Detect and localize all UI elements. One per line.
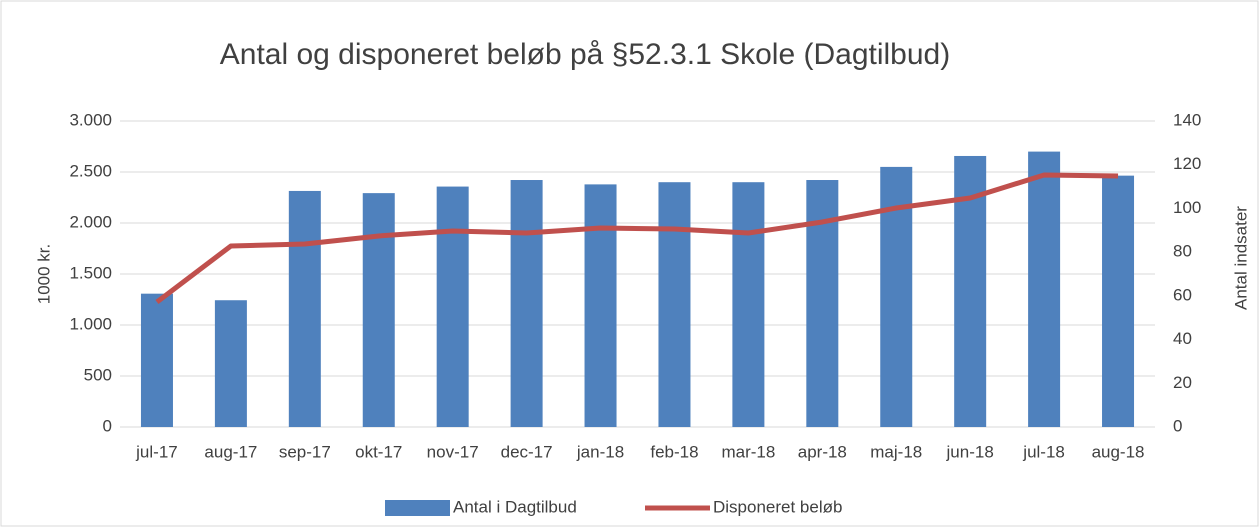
bar [214,300,247,427]
y2-tick-label: 100 [1173,198,1201,217]
bar [584,184,617,427]
x-tick-label: apr-18 [798,442,847,461]
y2-tick-label: 140 [1173,110,1201,129]
y-tick-label: 1.000 [69,314,112,333]
bar [510,180,543,427]
y2-axis-label: Antal indsater [1231,206,1250,310]
y2-tick-label: 40 [1173,329,1192,348]
y-tick-label: 0 [103,416,112,435]
y2-tick-label: 80 [1173,242,1192,261]
x-tick-label: okt-17 [355,442,402,461]
y-tick-label: 1.500 [69,263,112,282]
bar [140,293,173,427]
x-tick-label: mar-18 [721,442,775,461]
y2-tick-label: 60 [1173,285,1192,304]
bar [1028,151,1061,427]
y-axis-label: 1000 kr. [34,244,53,305]
x-tick-label: aug-18 [1092,442,1145,461]
bar [732,182,765,427]
y2-tick-label: 0 [1173,416,1182,435]
bar [288,190,321,427]
bar [658,182,691,427]
x-tick-label: aug-17 [204,442,257,461]
x-tick-label: jul-17 [135,442,178,461]
y-tick-label: 3.000 [69,110,112,129]
bar [436,186,469,427]
x-tick-label: jul-18 [1022,442,1065,461]
legend-swatch [385,500,450,516]
legend-label: Disponeret beløb [713,497,842,516]
chart-title: Antal og disponeret beløb på §52.3.1 Sko… [220,38,950,71]
x-tick-label: dec-17 [501,442,553,461]
bar [1102,175,1135,427]
y2-tick-label: 120 [1173,154,1201,173]
x-tick-label: jan-18 [576,442,624,461]
legend-label: Antal i Dagtilbud [453,497,577,516]
x-tick-label: feb-18 [650,442,698,461]
line [155,172,1119,305]
bar [362,193,395,427]
x-tick-label: nov-17 [427,442,479,461]
x-tick-label: jun-18 [946,442,994,461]
y-tick-label: 2.500 [69,161,112,180]
y-tick-label: 2.000 [69,212,112,231]
y-tick-label: 500 [84,365,112,384]
x-tick-label: maj-18 [870,442,922,461]
bar [806,180,839,427]
x-tick-label: sep-17 [279,442,331,461]
y2-tick-label: 20 [1173,373,1192,392]
